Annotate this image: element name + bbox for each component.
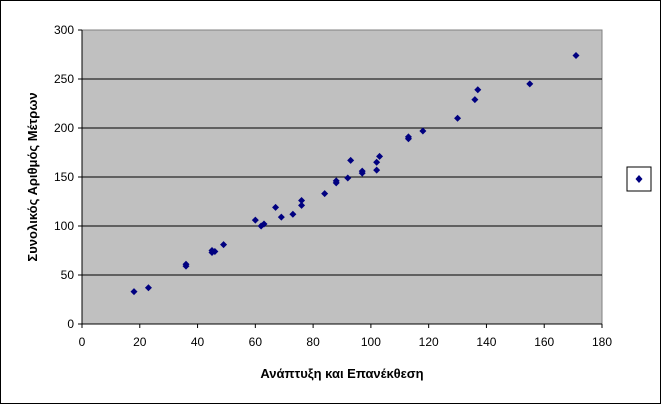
data-point	[471, 96, 479, 104]
x-tick-label: 120	[419, 335, 439, 349]
data-point	[572, 51, 580, 59]
x-tick-label: 20	[133, 335, 147, 349]
data-point	[182, 260, 190, 268]
data-point	[347, 156, 355, 164]
y-tick-label: 200	[54, 121, 74, 135]
data-point	[419, 127, 427, 135]
x-tick-label: 100	[361, 335, 381, 349]
x-axis-ticks: 0 20 40 60 80 100 120 140 160 180	[79, 324, 612, 349]
data-point	[277, 213, 285, 221]
x-tick-label: 180	[592, 335, 612, 349]
x-axis-title: Ανάπτυξη και Επανέκθεση	[260, 366, 423, 381]
data-point	[220, 241, 228, 249]
y-tick-label: 250	[54, 72, 74, 86]
data-point	[344, 174, 352, 182]
data-point	[404, 133, 412, 141]
x-tick-label: 60	[249, 335, 263, 349]
y-tick-label: 300	[54, 23, 74, 37]
data-point	[373, 166, 381, 174]
data-points	[130, 51, 580, 296]
y-tick-label: 0	[67, 317, 74, 331]
x-tick-label: 40	[191, 335, 205, 349]
data-point	[260, 220, 268, 228]
data-point	[526, 80, 534, 88]
x-tick-label: 140	[476, 335, 496, 349]
data-point	[321, 190, 329, 198]
data-point	[251, 216, 259, 224]
data-point	[289, 210, 297, 218]
data-point	[130, 288, 138, 296]
x-tick-label: 80	[306, 335, 320, 349]
data-point	[332, 177, 340, 185]
y-tick-label: 100	[54, 219, 74, 233]
data-point	[454, 114, 462, 122]
data-point	[298, 197, 306, 205]
data-point	[272, 203, 280, 211]
data-point	[373, 158, 381, 166]
data-point	[208, 247, 216, 254]
x-tick-label: 160	[534, 335, 554, 349]
legend-marker	[635, 175, 643, 183]
y-tick-label: 150	[54, 170, 74, 184]
y-axis-title: Συνολικός Αριθμός Μέτρων	[25, 92, 40, 261]
y-tick-label: 50	[61, 268, 75, 282]
data-point	[358, 167, 366, 175]
data-point	[474, 86, 482, 94]
legend	[626, 166, 652, 192]
y-axis-ticks: 0 50 100 150 200 250 300	[54, 23, 82, 331]
gridlines	[82, 78, 602, 276]
data-point	[144, 284, 152, 292]
data-point	[376, 152, 384, 160]
data-point	[298, 201, 306, 209]
x-tick-label: 0	[79, 335, 86, 349]
